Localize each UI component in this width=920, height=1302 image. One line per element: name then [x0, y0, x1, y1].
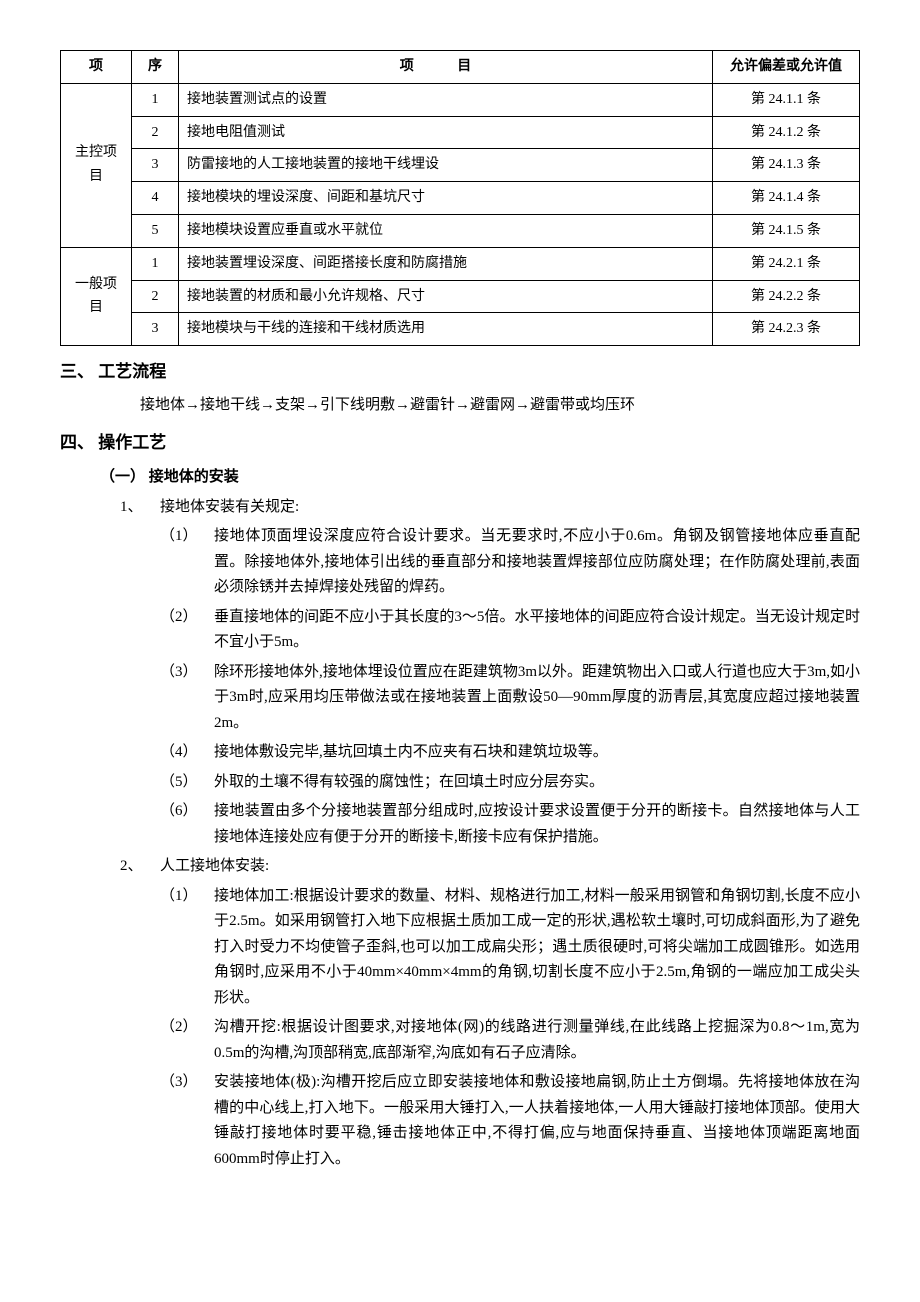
sub-text: 沟槽开挖:根据设计图要求,对接地体(网)的线路进行测量弹线,在此线路上挖掘深为0… — [214, 1019, 860, 1061]
cell-seq: 2 — [132, 116, 179, 149]
list-item: （4） 接地体敷设完毕,基坑回填土内不应夹有石块和建筑垃圾等。 — [160, 740, 860, 766]
list-item: （6） 接地装置由多个分接地装置部分组成时,应按设计要求设置便于分开的断接卡。自然… — [160, 799, 860, 850]
list-item: （1） 接地体加工:根据设计要求的数量、材料、规格进行加工,材料一般采用钢管和角钢… — [160, 884, 860, 1012]
cell-seq: 3 — [132, 313, 179, 346]
cell-allow: 第 24.2.2 条 — [713, 280, 860, 313]
table-row: 2 接地装置的材质和最小允许规格、尺寸 第 24.2.2 条 — [61, 280, 860, 313]
list-item: （1） 接地体顶面埋设深度应符合设计要求。当无要求时,不应小于0.6m。角钢及钢管… — [160, 524, 860, 601]
sub-text: 接地体加工:根据设计要求的数量、材料、规格进行加工,材料一般采用钢管和角钢切割,… — [214, 888, 860, 1006]
section-3-title: 三、 工艺流程 — [60, 358, 860, 387]
sub-num: （1） — [160, 884, 198, 910]
sub-num: （1） — [160, 524, 198, 550]
cell-allow: 第 24.1.4 条 — [713, 182, 860, 215]
cell-item: 接地装置埋设深度、间距搭接长度和防腐措施 — [179, 247, 713, 280]
cell-item: 接地电阻值测试 — [179, 116, 713, 149]
sub-text: 接地体敷设完毕,基坑回填土内不应夹有石块和建筑垃圾等。 — [214, 744, 608, 760]
cell-seq: 1 — [132, 247, 179, 280]
cell-item: 接地模块的埋设深度、间距和基坑尺寸 — [179, 182, 713, 215]
sub-num: （2） — [160, 605, 198, 631]
table-row: 3 防雷接地的人工接地装置的接地干线埋设 第 24.1.3 条 — [61, 149, 860, 182]
group-label: 主控项目 — [61, 83, 132, 247]
section-4-title: 四、 操作工艺 — [60, 429, 860, 458]
table-row: 2 接地电阻值测试 第 24.1.2 条 — [61, 116, 860, 149]
cell-item: 接地装置测试点的设置 — [179, 83, 713, 116]
table-row: 主控项目 1 接地装置测试点的设置 第 24.1.1 条 — [61, 83, 860, 116]
sub-num: （4） — [160, 740, 198, 766]
cell-seq: 1 — [132, 83, 179, 116]
cell-item: 防雷接地的人工接地装置的接地干线埋设 — [179, 149, 713, 182]
sub-num: （2） — [160, 1015, 198, 1041]
cell-seq: 5 — [132, 214, 179, 247]
cell-seq: 4 — [132, 182, 179, 215]
sub-num: （6） — [160, 799, 198, 825]
item-num: 2、 — [120, 854, 143, 880]
item-label: 接地体安装有关规定: — [160, 499, 299, 515]
cell-item: 接地装置的材质和最小允许规格、尺寸 — [179, 280, 713, 313]
cell-allow: 第 24.1.1 条 — [713, 83, 860, 116]
table-row: 3 接地模块与干线的连接和干线材质选用 第 24.2.3 条 — [61, 313, 860, 346]
sub-num: （5） — [160, 770, 198, 796]
table-row: 一般项目 1 接地装置埋设深度、间距搭接长度和防腐措施 第 24.2.1 条 — [61, 247, 860, 280]
list-item: 1、 接地体安装有关规定: （1） 接地体顶面埋设深度应符合设计要求。当无要求时,… — [120, 495, 860, 851]
sub-text: 接地装置由多个分接地装置部分组成时,应按设计要求设置便于分开的断接卡。自然接地体… — [214, 803, 860, 845]
sub-text: 除环形接地体外,接地体埋设位置应在距建筑物3m以外。距建筑物出入口或人行道也应大… — [214, 664, 860, 731]
cell-allow: 第 24.2.1 条 — [713, 247, 860, 280]
group-label: 一般项目 — [61, 247, 132, 345]
item-num: 1、 — [120, 495, 143, 521]
cell-allow: 第 24.1.2 条 — [713, 116, 860, 149]
sub-text: 垂直接地体的间距不应小于其长度的3～5倍。水平接地体的间距应符合设计规定。当无设… — [214, 609, 860, 651]
cell-seq: 2 — [132, 280, 179, 313]
list-item: （3） 安装接地体(极):沟槽开挖后应立即安装接地体和敷设接地扁钢,防止土方倒塌。… — [160, 1070, 860, 1172]
list-item: （2） 垂直接地体的间距不应小于其长度的3～5倍。水平接地体的间距应符合设计规定。… — [160, 605, 860, 656]
cell-item: 接地模块设置应垂直或水平就位 — [179, 214, 713, 247]
cell-allow: 第 24.2.3 条 — [713, 313, 860, 346]
th-item: 项 目 — [179, 51, 713, 84]
list-item: 2、 人工接地体安装: （1） 接地体加工:根据设计要求的数量、材料、规格进行加工… — [120, 854, 860, 1172]
sub-num: （3） — [160, 660, 198, 686]
table-row: 5 接地模块设置应垂直或水平就位 第 24.1.5 条 — [61, 214, 860, 247]
cell-item: 接地模块与干线的连接和干线材质选用 — [179, 313, 713, 346]
th-allow: 允许偏差或允许值 — [713, 51, 860, 84]
list-item: （2） 沟槽开挖:根据设计图要求,对接地体(网)的线路进行测量弹线,在此线路上挖掘… — [160, 1015, 860, 1066]
list-item: （5） 外取的土壤不得有较强的腐蚀性；在回填土时应分层夯实。 — [160, 770, 860, 796]
table-row: 4 接地模块的埋设深度、间距和基坑尺寸 第 24.1.4 条 — [61, 182, 860, 215]
cell-allow: 第 24.1.3 条 — [713, 149, 860, 182]
sub-text: 接地体顶面埋设深度应符合设计要求。当无要求时,不应小于0.6m。角钢及钢管接地体… — [214, 528, 860, 595]
th-seq: 序 — [132, 51, 179, 84]
sub-text: 安装接地体(极):沟槽开挖后应立即安装接地体和敷设接地扁钢,防止土方倒塌。先将接… — [214, 1074, 860, 1167]
th-proj: 项 — [61, 51, 132, 84]
list-item: （3） 除环形接地体外,接地体埋设位置应在距建筑物3m以外。距建筑物出入口或人行道… — [160, 660, 860, 737]
item-label: 人工接地体安装: — [160, 858, 269, 874]
cell-seq: 3 — [132, 149, 179, 182]
sub-text: 外取的土壤不得有较强的腐蚀性；在回填土时应分层夯实。 — [214, 774, 604, 790]
cell-allow: 第 24.1.5 条 — [713, 214, 860, 247]
section-4-1-title: （一） 接地体的安装 — [60, 465, 860, 491]
sub-num: （3） — [160, 1070, 198, 1096]
section-3-body: 接地体→接地干线→支架→引下线明敷→避雷针→避雷网→避雷带或均压环 — [60, 393, 860, 419]
inspection-table: 项 序 项 目 允许偏差或允许值 主控项目 1 接地装置测试点的设置 第 24.… — [60, 50, 860, 346]
